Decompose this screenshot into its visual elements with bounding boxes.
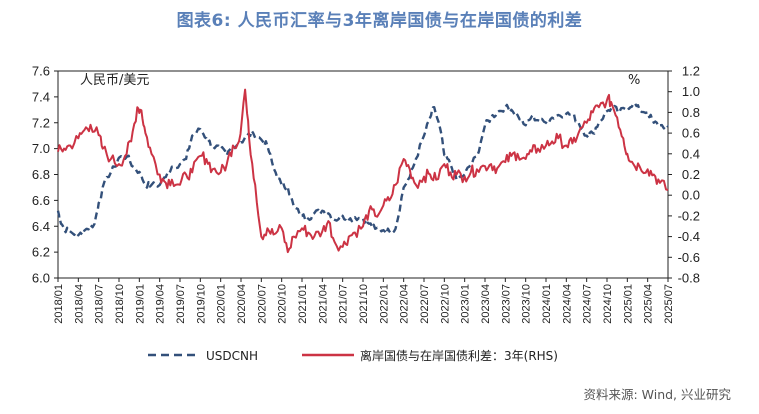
x-tick-label: 2025/04: [643, 284, 655, 324]
x-tick-label: 2024/01: [541, 284, 553, 324]
x-axis-ticks: 2018/01 2018/04 2018/07 2018/10 2019/01 2019/…: [53, 278, 675, 324]
x-tick-label: 2019/07: [175, 284, 187, 324]
series-line-spread: [57, 88, 669, 254]
right-axis-unit: %: [628, 73, 640, 88]
legend-label-spread: 离岸国债与在岸国债利差：3年(RHS): [360, 348, 558, 363]
x-tick-label: 2018/10: [114, 284, 126, 324]
right-tick-label: 0.2: [682, 167, 700, 182]
right-tick-label: 0.0: [682, 188, 700, 203]
right-tick-label: 0.4: [682, 146, 700, 161]
left-tick-label: 6.8: [32, 167, 50, 182]
right-tick-label: 0.6: [682, 126, 700, 141]
x-tick-label: 2021/07: [338, 284, 350, 324]
right-tick-label: -0.4: [678, 229, 700, 244]
plot-frame: [57, 70, 669, 279]
x-tick-label: 2023/01: [460, 284, 472, 324]
x-tick-label: 2020/07: [256, 284, 268, 324]
x-tick-label: 2022/04: [399, 284, 411, 324]
x-tick-label: 2024/07: [582, 284, 594, 324]
x-tick-label: 2018/07: [94, 284, 106, 324]
left-tick-label: 7.2: [32, 115, 50, 130]
left-axis-ticks: 7.6 7.4 7.2 7.0 6.8 6.6 6.4 6.2 6.0: [32, 64, 58, 286]
x-tick-label: 2021/04: [317, 284, 329, 324]
left-tick-label: 6.4: [32, 219, 50, 234]
x-tick-label: 2022/10: [439, 284, 451, 324]
chart-title: 图表6: 人民币汇率与3年离岸国债与在岸国债的利差: [176, 11, 583, 31]
x-tick-label: 2024/10: [602, 284, 614, 324]
series-line-usdcnh: [56, 102, 669, 237]
left-tick-label: 6.2: [32, 245, 50, 260]
right-tick-label: -0.2: [678, 208, 700, 223]
x-tick-label: 2023/10: [521, 284, 533, 324]
legend-label-usdcnh: USDCNH: [206, 349, 258, 363]
x-tick-label: 2020/01: [216, 284, 228, 324]
source-note: 资料来源: Wind, 兴业研究: [583, 387, 731, 402]
right-tick-label: 1.0: [682, 84, 700, 99]
x-tick-label: 2019/01: [134, 284, 146, 324]
x-tick-label: 2023/07: [500, 284, 512, 324]
x-tick-label: 2018/04: [73, 284, 85, 324]
right-axis-ticks: 1.2 1.0 0.8 0.6 0.4 0.2 0.0 -0.2 -0.4 -0.6 -0.8: [668, 64, 700, 286]
legend: USDCNH 离岸国债与在岸国债利差：3年(RHS): [148, 348, 558, 363]
x-tick-label: 2025/01: [622, 284, 634, 324]
right-tick-label: 1.2: [682, 64, 700, 79]
x-tick-label: 2025/07: [663, 284, 675, 324]
x-tick-label: 2022/07: [419, 284, 431, 324]
left-axis-unit: 人民币/美元: [80, 73, 149, 88]
x-tick-label: 2019/10: [195, 284, 207, 324]
x-tick-label: 2024/04: [561, 284, 573, 324]
x-tick-label: 2022/01: [378, 284, 390, 324]
left-tick-label: 6.6: [32, 193, 50, 208]
series-layer: [56, 88, 669, 254]
x-tick-label: 2021/01: [297, 284, 309, 324]
left-tick-label: 7.0: [32, 141, 50, 156]
x-tick-label: 2019/04: [155, 284, 167, 324]
right-tick-label: -0.6: [678, 250, 700, 265]
x-tick-label: 2021/10: [358, 284, 370, 324]
right-tick-label: 0.8: [682, 105, 700, 120]
left-tick-label: 7.4: [32, 89, 50, 104]
x-tick-label: 2020/10: [277, 284, 289, 324]
x-tick-label: 2018/01: [53, 284, 65, 324]
x-tick-label: 2020/04: [236, 284, 248, 324]
left-tick-label: 6.0: [32, 271, 50, 286]
left-tick-label: 7.6: [32, 64, 50, 79]
x-tick-label: 2023/04: [480, 284, 492, 324]
right-tick-label: -0.8: [678, 271, 700, 286]
